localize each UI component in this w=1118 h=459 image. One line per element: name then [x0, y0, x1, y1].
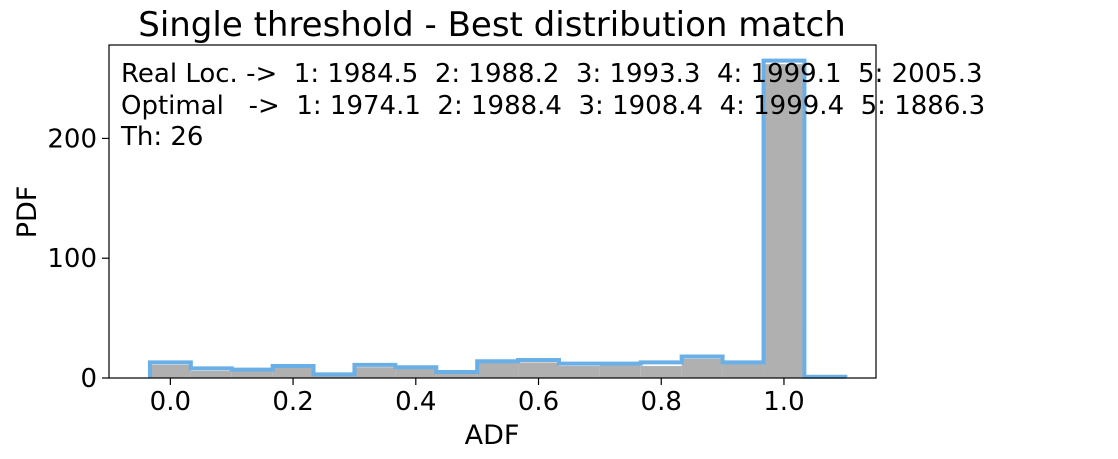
grey-bar — [640, 366, 682, 378]
x-tick-label: 0.0 — [150, 387, 191, 417]
annotation-optimal: Optimal -> 1: 1974.1 2: 1988.4 3: 1908.4… — [121, 91, 985, 121]
grey-bars — [149, 64, 805, 378]
x-tick-label: 0.6 — [518, 387, 559, 417]
x-tick-label: 0.2 — [272, 387, 313, 417]
y-tick-label: 0 — [80, 364, 97, 394]
grey-bar — [231, 370, 273, 378]
grey-bar — [599, 364, 641, 378]
annotation-threshold: Th: 26 — [120, 122, 203, 152]
y-tick-label: 200 — [47, 124, 97, 154]
grey-bar — [272, 367, 314, 378]
x-tick-label: 1.0 — [763, 387, 804, 417]
grey-bar — [395, 368, 437, 378]
grey-bar — [354, 367, 396, 378]
y-tick-label: 100 — [47, 244, 97, 274]
grey-bar — [149, 364, 191, 378]
y-axis-ticks: 0 100 200 — [47, 124, 109, 394]
x-tick-label: 0.4 — [395, 387, 436, 417]
grey-bar — [722, 363, 764, 378]
x-axis-label: ADF — [465, 420, 520, 451]
grey-bar — [518, 362, 560, 378]
grey-bar — [190, 370, 232, 378]
y-axis-label: PDF — [12, 186, 43, 239]
grey-bar — [558, 366, 600, 378]
x-tick-label: 0.8 — [641, 387, 682, 417]
x-axis-ticks: 0.0 0.2 0.4 0.6 0.8 1.0 — [150, 378, 805, 417]
chart-title: Single threshold - Best distribution mat… — [138, 5, 846, 45]
grey-bar — [477, 362, 519, 378]
blue-step-outline — [147, 58, 848, 379]
grey-bar — [763, 64, 805, 378]
grey-bar — [681, 358, 723, 378]
grey-bar — [436, 373, 478, 378]
plot-frame — [108, 44, 877, 379]
annotation-real-loc: Real Loc. -> 1: 1984.5 2: 1988.2 3: 1993… — [121, 59, 983, 89]
